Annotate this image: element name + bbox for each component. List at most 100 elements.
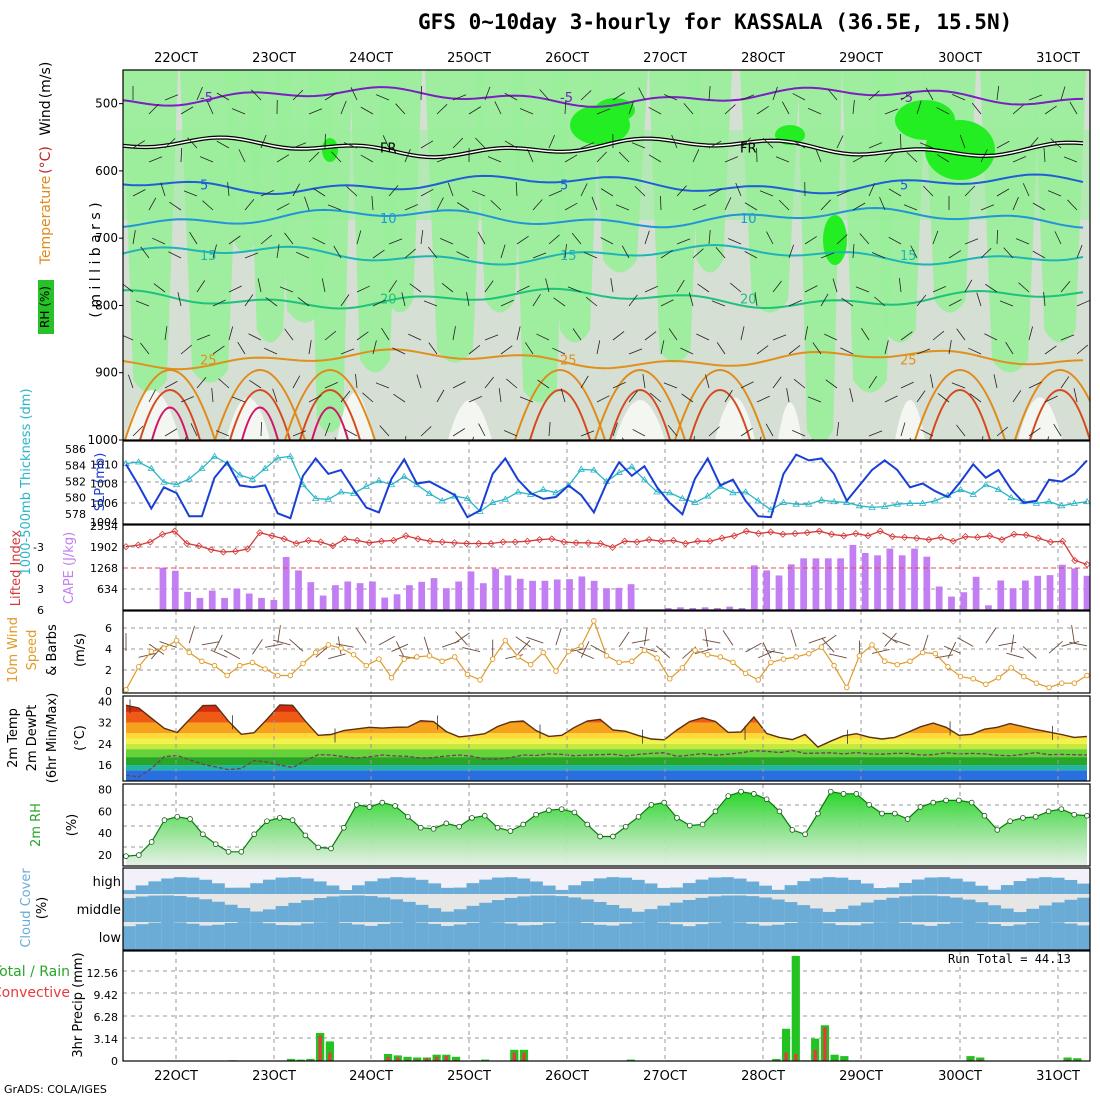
- wind-barb-10m: [694, 648, 713, 655]
- wind-barb: [735, 182, 742, 197]
- wind-speed-point: [831, 662, 837, 669]
- wind-barb: [401, 292, 406, 307]
- lifted-index-point: [779, 530, 787, 538]
- wind-barb: [564, 154, 578, 163]
- wind-barb: [937, 393, 950, 403]
- wind-barb: [560, 388, 566, 403]
- wind-barb: [1012, 390, 1022, 403]
- thickness-point: [703, 492, 712, 499]
- wind-barb: [177, 292, 182, 307]
- wind-barb: [910, 245, 918, 259]
- grads-credit: GrADS: COLA/IGES: [4, 1083, 107, 1096]
- cape-bar: [233, 588, 241, 610]
- cloud-axis-label: Cloud Cover: [19, 868, 34, 948]
- rh-point: [289, 817, 296, 823]
- wind-barb: [676, 185, 687, 197]
- precip-convective-bar: [328, 1052, 332, 1061]
- wind-barb: [524, 342, 534, 355]
- temp-band: [126, 757, 1087, 766]
- wind-barb: [697, 283, 710, 293]
- cloud-fill-cell: [224, 887, 238, 894]
- wind-barb: [740, 326, 745, 341]
- lifted-index-point: [244, 545, 252, 553]
- wind-barb: [996, 140, 1010, 149]
- lifted-index-point: [682, 539, 690, 548]
- wind-barb: [906, 152, 918, 163]
- cloud-fill-cell: [619, 877, 633, 894]
- wind-barb: [618, 151, 630, 163]
- wind-speed-point: [312, 649, 319, 656]
- date-label-bottom: 24OCT: [349, 1069, 393, 1084]
- wind-barb: [980, 204, 995, 211]
- wind-tick-label: 0: [105, 685, 112, 698]
- precip-total-bar: [451, 1056, 461, 1061]
- lifted-index-point: [183, 539, 191, 548]
- wind-barb: [1012, 156, 1027, 163]
- wind-barb-10m: [272, 639, 291, 646]
- slp-tick-label: 1010: [90, 458, 118, 471]
- wind-barb: [308, 151, 320, 163]
- lifted-index-point: [1071, 556, 1079, 565]
- wind-barb-10m: [1006, 652, 1024, 659]
- wind-barb: [500, 345, 513, 355]
- thickness-point: [274, 454, 282, 461]
- wind-barb: [196, 334, 211, 341]
- cloud-fill-cell: [237, 887, 251, 894]
- rh-point: [353, 801, 360, 808]
- rh-legend-swatch: [38, 280, 54, 334]
- cloud-fill-cell: [924, 895, 938, 922]
- cloud-fill-cell: [313, 897, 327, 922]
- wind-barb: [292, 375, 301, 389]
- wind-barb: [754, 292, 758, 307]
- wind-barb-10m: [337, 636, 342, 655]
- cape-bar: [1046, 575, 1054, 610]
- cloud-fill-cell: [326, 885, 340, 894]
- wind-barb: [468, 106, 482, 115]
- cloud-fill-cell: [1051, 877, 1065, 894]
- wind-barb: [231, 108, 246, 115]
- cloud-fill-cell: [262, 923, 277, 950]
- cape-bar: [344, 581, 352, 610]
- cloud-fill-cell: [352, 895, 366, 922]
- cloud-empty-cell: [224, 868, 238, 894]
- wind-barb: [404, 248, 416, 259]
- wind-speed-point: [388, 674, 395, 681]
- wind-barb: [324, 382, 338, 389]
- lifted-index-point: [1010, 530, 1018, 538]
- thickness-point: [362, 482, 370, 489]
- lifted-tick-label: 6: [37, 604, 44, 617]
- wind-barb: [260, 421, 262, 437]
- temp-band: [126, 765, 1087, 771]
- thickness-tick-label: 582: [65, 475, 86, 488]
- precip-convective-bar: [522, 1052, 526, 1061]
- date-label-top: 24OCT: [349, 51, 393, 66]
- wind-barb: [899, 133, 902, 149]
- cloud-fill-cell: [657, 922, 671, 950]
- wind-barb: [212, 244, 217, 259]
- cloud-fill-cell: [135, 896, 149, 922]
- wind-barb: [420, 140, 434, 149]
- wind-barb: [409, 283, 422, 293]
- wind-barb: [804, 326, 809, 341]
- rh-point: [546, 807, 552, 814]
- rh-point: [917, 804, 924, 810]
- wind-barb: [169, 201, 182, 211]
- wind-barb: [1076, 300, 1090, 307]
- wind-barb: [257, 278, 262, 293]
- wind-barb: [660, 249, 673, 259]
- isotherm-line: [123, 206, 1084, 229]
- rh-point: [302, 832, 309, 839]
- cloud-fill-cell: [606, 877, 620, 894]
- wind-barb: [244, 252, 259, 259]
- cloud-fill-cell: [555, 922, 569, 950]
- wind-barb: [815, 148, 822, 163]
- thickness-tick-label: 580: [65, 492, 86, 505]
- wind-barb: [644, 230, 650, 245]
- wind-barb: [1013, 445, 1026, 450]
- thickness-point: [552, 489, 560, 496]
- lifted-index-point: [146, 538, 154, 546]
- wind-speed-point: [350, 651, 357, 658]
- wind-barb: [292, 142, 307, 149]
- wind-barb: [884, 151, 895, 163]
- wind-barb: [692, 204, 707, 211]
